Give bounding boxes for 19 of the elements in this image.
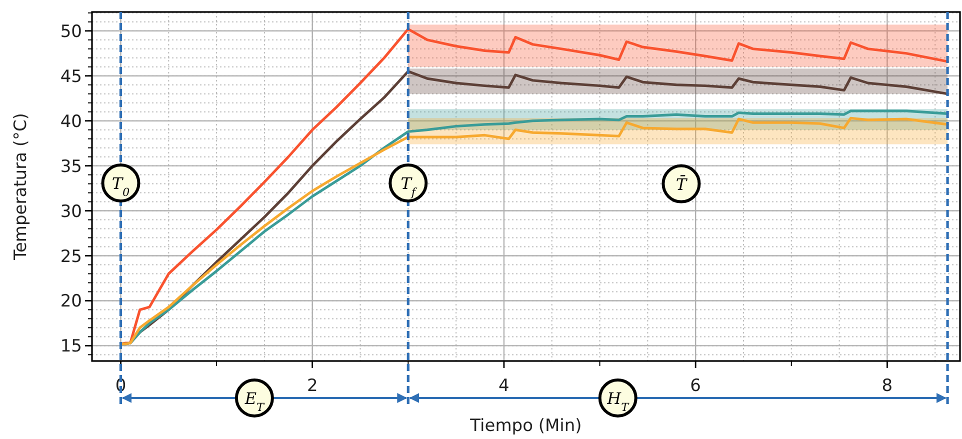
y-tick-label: 20: [60, 292, 82, 312]
y-axis-title: Temperatura (°C): [11, 112, 31, 262]
annotation: T̄: [676, 174, 688, 194]
y-tick-label: 15: [60, 336, 82, 357]
y-tick-label: 45: [60, 66, 82, 87]
y-tick-label: 35: [60, 156, 82, 177]
y-tick-label: 30: [60, 202, 82, 222]
text: H$_{T}$: [606, 389, 630, 414]
x-tick-label: 8: [882, 376, 893, 396]
y-tick-label: 50: [60, 22, 82, 42]
x-tick-label: 6: [690, 376, 701, 396]
ref-line-label: T$_{0}$: [112, 174, 130, 199]
y-tick-label: 40: [60, 112, 82, 132]
x-tick-label: 2: [306, 376, 318, 396]
ref-line-label: T$_{f}$: [400, 174, 418, 199]
y-tick-label: 25: [60, 246, 82, 267]
x-tick-label: 4: [498, 376, 510, 396]
x-axis-title: Tiempo (Min): [469, 416, 582, 436]
text: E$_{T}$: [244, 389, 266, 414]
